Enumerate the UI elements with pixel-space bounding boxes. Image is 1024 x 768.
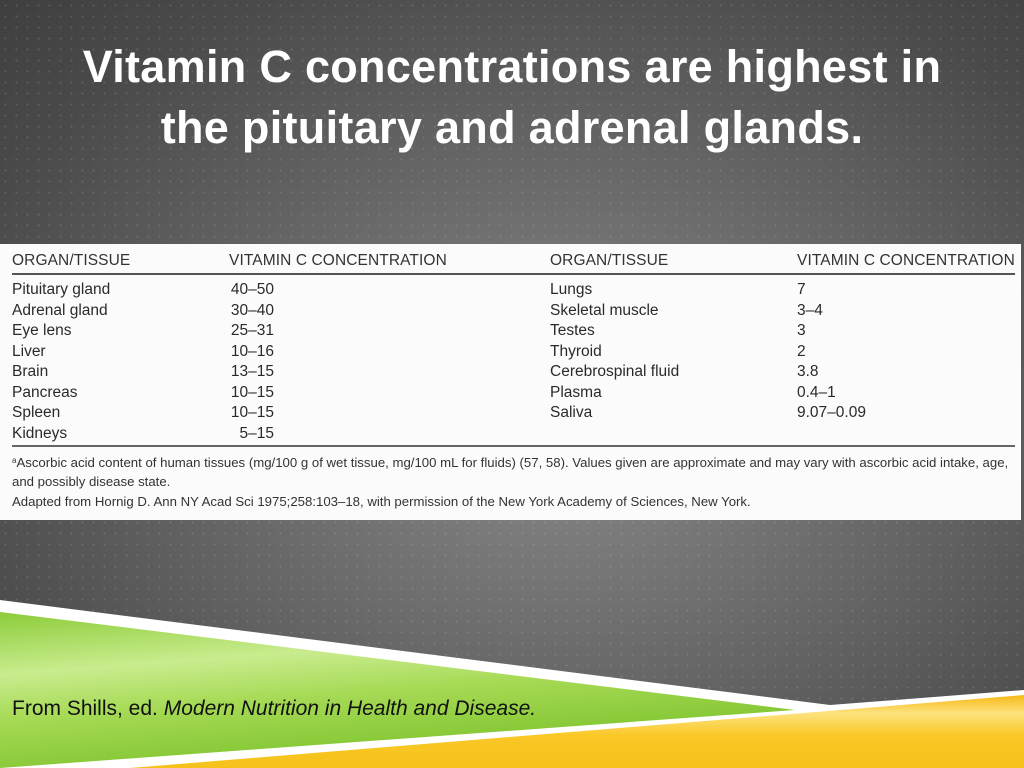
source-citation: From Shills, ed. Modern Nutrition in Hea… [12, 697, 536, 721]
table-cell-organ: Lungs [550, 281, 593, 298]
table-cell-concentration: 7 [797, 281, 806, 298]
left-organ-column: Pituitary gland Adrenal gland Eye lens L… [12, 280, 110, 444]
table-cell-concentration: 10–15 [230, 383, 274, 401]
source-book-title: Modern Nutrition in Health and Disease. [163, 697, 537, 720]
table-cell-concentration: 9.07–0.09 [797, 404, 866, 421]
table-bottom-rule [12, 445, 1015, 447]
table-cell-organ: Testes [550, 322, 595, 339]
right-organ-column: Lungs Skeletal muscle Testes Thyroid Cer… [550, 280, 679, 424]
header-concentration-left: VITAMIN C CONCENTRATION [229, 252, 447, 269]
table-cell-organ: Spleen [12, 404, 61, 421]
table-cell-concentration: 3–4 [797, 301, 823, 319]
white-band [0, 600, 1024, 768]
slide-title: Vitamin C concentrations are highest in … [0, 36, 1024, 158]
table-cell-organ: Adrenal gland [12, 301, 108, 319]
table-cell-organ: Skeletal muscle [550, 301, 659, 319]
table-cell-organ: Eye lens [12, 322, 72, 339]
table-cell-concentration: 10–16 [230, 342, 274, 360]
table-cell-concentration: 3 [797, 322, 806, 339]
table-cell-organ: Brain [12, 363, 49, 380]
right-concentration-column: 7 3–4 3 2 3.8 0.4–1 9.07–0.09 [797, 280, 866, 424]
slide-title-line-2: the pituitary and adrenal glands. [160, 102, 864, 153]
table-cell-concentration: 10–15 [230, 404, 274, 421]
table-footnote: aAscorbic acid content of human tissues … [12, 451, 1012, 491]
vitamin-c-table: ORGAN/TISSUE VITAMIN C CONCENTRATION ORG… [0, 244, 1021, 520]
table-cell-concentration: 40–50 [230, 281, 274, 298]
table-cell-organ: Plasma [550, 383, 602, 401]
table-cell-organ: Saliva [550, 404, 593, 421]
table-cell-concentration: 0.4–1 [797, 383, 836, 401]
table-cell-concentration: 5–15 [239, 424, 274, 442]
table-cell-concentration: 3.8 [797, 363, 819, 380]
table-cell-concentration: 25–31 [230, 322, 274, 339]
header-organ-left: ORGAN/TISSUE [12, 252, 131, 269]
table-cell-organ: Liver [12, 342, 46, 360]
table-cell-organ: Cerebrospinal fluid [550, 363, 680, 380]
table-cell-concentration: 13–15 [230, 363, 274, 380]
table-cell-concentration: 2 [797, 342, 806, 360]
footnote-text: Ascorbic acid content of human tissues (… [12, 455, 1009, 489]
table-cell-organ: Pituitary gland [12, 281, 111, 298]
left-concentration-column: 40–50 30–40 25–31 10–16 13–15 10–15 10–1… [229, 280, 274, 444]
slide-title-line-1: Vitamin C concentrations are highest in [82, 41, 942, 92]
table-cell-organ: Thyroid [550, 342, 602, 360]
adapted-from-citation: Adapted from Hornig D. Ann NY Acad Sci 1… [12, 494, 751, 509]
footnote-marker: a [12, 456, 17, 465]
table-cell-organ: Pancreas [12, 383, 78, 401]
header-concentration-right: VITAMIN C CONCENTRATION [797, 252, 1015, 269]
header-organ-right: ORGAN/TISSUE [550, 252, 669, 269]
green-wedge [0, 612, 795, 768]
table-cell-organ: Kidneys [12, 424, 68, 442]
header-rule [12, 273, 1015, 275]
table-cell-concentration: 30–40 [230, 301, 274, 319]
source-prefix: From Shills, ed. [12, 697, 164, 720]
